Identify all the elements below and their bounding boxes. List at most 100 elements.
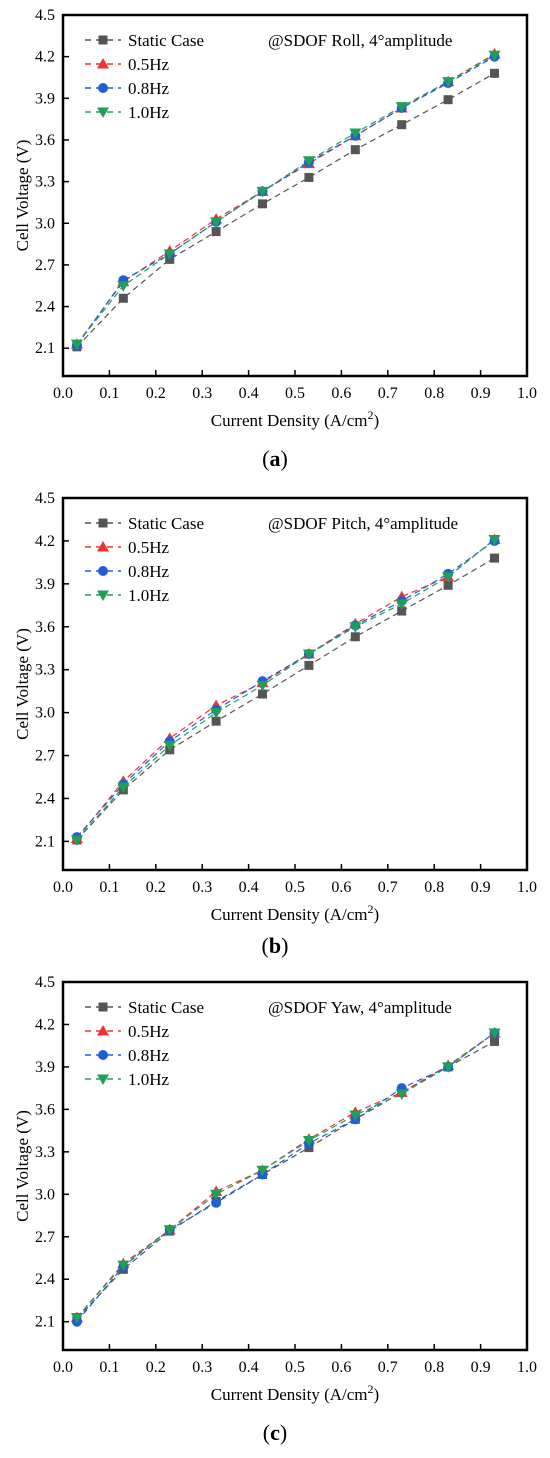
y-axis-label: Cell Voltage (V) xyxy=(13,140,32,252)
x-tick-label: 1.0 xyxy=(517,879,537,896)
series-line-0-8hz xyxy=(76,540,495,838)
legend-marker xyxy=(98,566,108,576)
x-tick-label: 0.8 xyxy=(424,1359,444,1376)
data-point xyxy=(118,293,128,303)
data-point xyxy=(258,199,268,209)
legend: Static Case 0.5Hz 0.8Hz 1.0Hz xyxy=(85,998,204,1089)
chart-annotation: @SDOF Roll, 4°amplitude xyxy=(268,31,452,50)
legend-label: 0.8Hz xyxy=(128,1046,170,1065)
plot-frame xyxy=(61,496,529,872)
chart-annotation: @SDOF Pitch, 4°amplitude xyxy=(268,514,458,533)
y-tick-label: 3.0 xyxy=(35,705,55,722)
data-point xyxy=(302,156,315,167)
x-tick-label: 0.6 xyxy=(331,385,351,402)
legend-label: 1.0Hz xyxy=(128,103,170,122)
x-tick-label: 0.4 xyxy=(239,1359,259,1376)
x-tick-label: 0.6 xyxy=(331,1359,351,1376)
x-tick-label: 0.3 xyxy=(192,1359,212,1376)
y-tick-label: 4.5 xyxy=(35,7,55,24)
x-tick-label: 0.6 xyxy=(331,879,351,896)
x-tick-label: 0.9 xyxy=(471,1359,491,1376)
series-line-1-0hz xyxy=(76,539,495,841)
data-point xyxy=(488,534,501,546)
legend-marker xyxy=(97,1074,109,1085)
x-tick-label: 0.8 xyxy=(424,879,444,896)
y-tick-label: 4.2 xyxy=(35,1016,55,1033)
data-point xyxy=(442,1062,455,1073)
y-tick-label: 2.4 xyxy=(35,1271,55,1288)
legend-marker xyxy=(98,83,108,93)
data-point xyxy=(210,1189,223,1201)
y-axis-label: Cell Voltage (V) xyxy=(13,628,32,740)
x-tick-label: 0.1 xyxy=(99,879,119,896)
y-tick-label: 3.6 xyxy=(35,132,55,149)
series-line-static-case xyxy=(76,1040,495,1320)
chart-panel-a: 0.0 0.1 0.2 0.3 0.4 0.5 0.6 0.7 0.8 0.9 1.0 2.1 2.4 2… xyxy=(13,7,537,471)
legend-label: 0.5Hz xyxy=(128,1022,170,1041)
data-point xyxy=(163,249,176,260)
y-tick-label: 3.0 xyxy=(35,1186,55,1203)
x-axis-label: Current Density (A/cm2) xyxy=(211,902,379,924)
data-point xyxy=(490,68,500,78)
x-tick-label: 1.0 xyxy=(517,385,537,402)
data-point xyxy=(397,606,407,616)
data-point xyxy=(443,95,453,105)
y-tick-label: 4.2 xyxy=(35,533,55,550)
x-tick-label: 0.3 xyxy=(192,879,212,896)
series-line-0-5hz xyxy=(76,539,495,839)
x-tick-label: 0.1 xyxy=(99,385,119,402)
y-tick-label: 3.9 xyxy=(35,576,55,593)
y-tick-label: 3.3 xyxy=(35,662,55,679)
x-tick-label: 0.9 xyxy=(471,385,491,402)
panel-caption: (a) xyxy=(262,446,288,471)
legend-marker xyxy=(98,1002,108,1012)
legend-marker xyxy=(97,58,109,69)
series-line-static-case xyxy=(76,72,495,348)
plot-frame xyxy=(61,980,529,1352)
legend-marker xyxy=(97,590,109,601)
legend-marker xyxy=(97,1025,109,1036)
data-point xyxy=(490,553,500,563)
series-line-0-8hz xyxy=(76,56,495,346)
y-tick-label: 3.9 xyxy=(35,1059,55,1076)
y-tick-label: 2.1 xyxy=(35,833,55,850)
y-tick-label: 2.1 xyxy=(35,340,55,357)
data-point xyxy=(395,1089,408,1100)
x-tick-label: 0.7 xyxy=(378,1359,398,1376)
x-tick-label: 0.0 xyxy=(53,879,73,896)
x-tick-label: 0.0 xyxy=(53,385,73,402)
data-point xyxy=(349,1110,362,1122)
data-point xyxy=(70,1312,83,1324)
data-point xyxy=(349,622,362,633)
x-tick-label: 0.5 xyxy=(285,1359,305,1376)
legend-marker xyxy=(97,107,109,118)
legend-label: 0.5Hz xyxy=(128,55,170,74)
legend-label: Static Case xyxy=(128,31,204,50)
x-axis-label: Current Density (A/cm2) xyxy=(211,408,379,430)
panel-caption: (c) xyxy=(263,1420,287,1445)
data-point xyxy=(211,227,221,237)
legend-marker xyxy=(98,1050,108,1060)
x-tick-label: 0.9 xyxy=(471,879,491,896)
legend-label: 0.8Hz xyxy=(128,79,170,98)
x-tick-label: 0.7 xyxy=(378,879,398,896)
plot-frame xyxy=(61,13,529,378)
legend: Static Case 0.5Hz 0.8Hz 1.0Hz xyxy=(85,514,204,605)
data-point xyxy=(490,1036,500,1046)
data-point xyxy=(302,1136,315,1147)
legend-label: 1.0Hz xyxy=(128,586,170,605)
x-axis-label: Current Density (A/cm2) xyxy=(211,1382,379,1404)
y-tick-label: 3.3 xyxy=(35,1144,55,1161)
x-tick-label: 1.0 xyxy=(517,1359,537,1376)
y-tick-label: 4.5 xyxy=(35,974,55,991)
legend-label: Static Case xyxy=(128,514,204,533)
y-tick-label: 3.6 xyxy=(35,619,55,636)
y-tick-label: 3.0 xyxy=(35,215,55,232)
y-axis-label: Cell Voltage (V) xyxy=(13,1110,32,1222)
x-tick-label: 0.4 xyxy=(239,385,259,402)
y-tick-label: 3.6 xyxy=(35,1101,55,1118)
series-line-static-case xyxy=(76,557,495,841)
y-tick-label: 2.7 xyxy=(35,257,55,274)
data-point xyxy=(258,689,268,699)
